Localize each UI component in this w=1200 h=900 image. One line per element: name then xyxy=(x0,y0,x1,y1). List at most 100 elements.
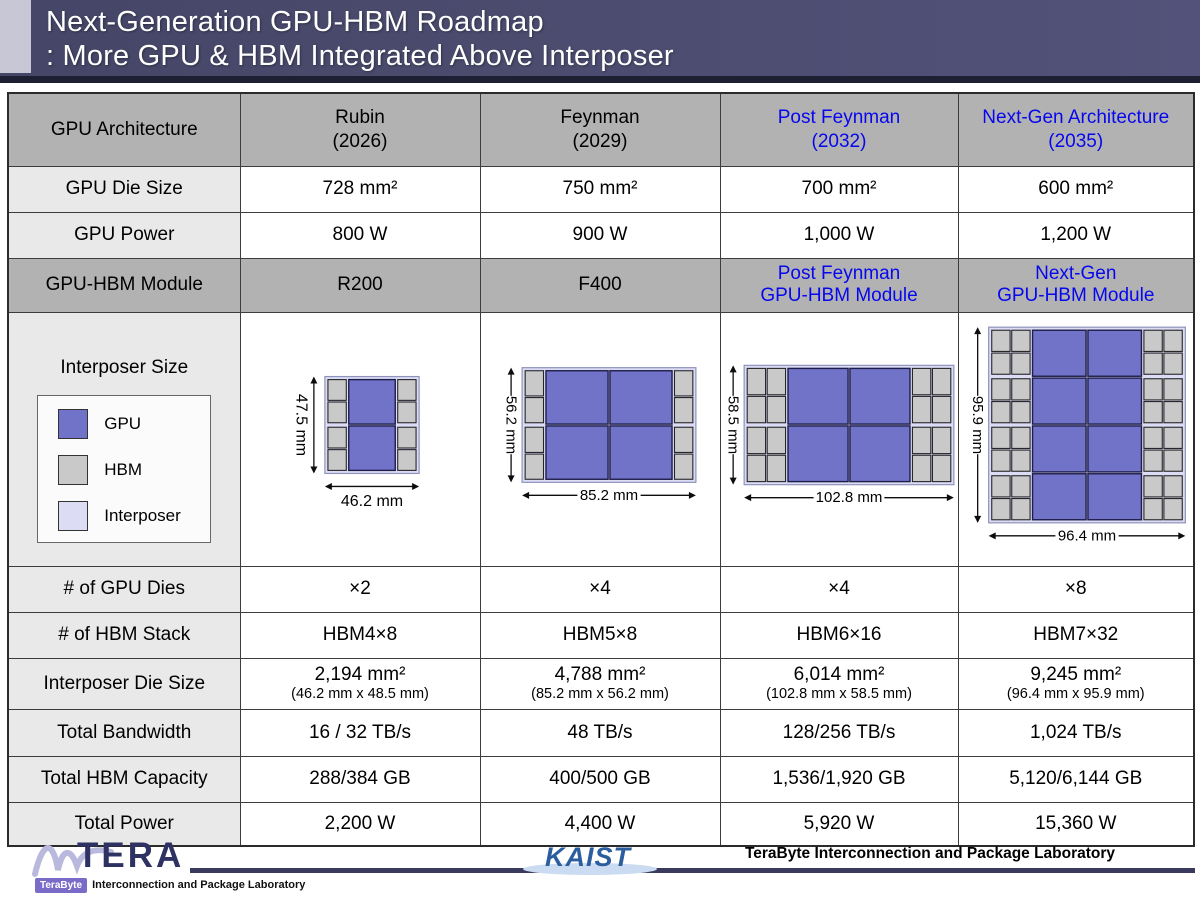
title-bar: Next-Generation GPU-HBM Roadmap : More G… xyxy=(0,0,1200,76)
roadmap-table: GPU Architecture Rubin (2026) Feynman (2… xyxy=(7,92,1195,847)
gpu-swatch xyxy=(58,408,89,439)
cell-hbm-stack-feynman: HBM5×8 xyxy=(479,611,721,659)
module-diagram-feynman: 56.2 mm 85.2 mm xyxy=(483,313,717,565)
cell-ip-die-size-postfeynman: 6,014 mm² (102.8 mm x 58.5 mm) xyxy=(719,657,959,710)
cell-total-power-rubin: 2,200 W xyxy=(239,801,481,847)
cell-gpu-die-size-rubin: 728 mm² xyxy=(239,165,481,213)
row-label-gpu-power: GPU Power xyxy=(7,211,241,259)
cell-module-nextgen: Next-Gen GPU-HBM Module xyxy=(957,257,1195,313)
row-hbm-stack: # of HBM Stack HBM4×8 HBM5×8 HBM6×16 HBM… xyxy=(7,611,1195,659)
row-label-gpu-architecture: GPU Architecture xyxy=(7,92,241,167)
cell-ip-die-size-nextgen: 9,245 mm² (96.4 mm x 95.9 mm) xyxy=(957,657,1195,710)
cell-gpu-dies-nextgen: ×8 xyxy=(957,565,1195,613)
row-gpu-power: GPU Power 800 W 900 W 1,000 W 1,200 W xyxy=(7,211,1195,259)
cell-capacity-rubin: 288/384 GB xyxy=(239,755,481,803)
row-label-interposer-die-size: Interposer Die Size xyxy=(7,657,241,710)
cell-total-power-postfeynman: 5,920 W xyxy=(719,801,959,847)
cell-gpu-power-feynman: 900 W xyxy=(479,211,721,259)
module-diagram-nextgen: 95.9 mm 96.4 mm xyxy=(961,313,1194,565)
cell-gpu-dies-postfeynman: ×4 xyxy=(719,565,959,613)
row-label-total-power: Total Power xyxy=(7,801,241,847)
cell-gpu-power-rubin: 800 W xyxy=(239,211,481,259)
cell-diagram-rubin: 47.5 mm 46.2 mm xyxy=(239,311,481,567)
legend-item-interposer: Interposer xyxy=(38,494,210,538)
row-gpu-architecture: GPU Architecture Rubin (2026) Feynman (2… xyxy=(7,92,1195,167)
tera-logo: TERA TeraByte Interconnection and Package… xyxy=(25,836,385,896)
hbm-swatch xyxy=(58,454,89,485)
cell-capacity-nextgen: 5,120/6,144 GB xyxy=(957,755,1195,803)
tera-wordmark: TERA xyxy=(77,836,185,875)
row-label-interposer-size: Interposer Size xyxy=(60,356,189,378)
cell-total-power-nextgen: 15,360 W xyxy=(957,801,1195,847)
row-label-total-hbm-capacity: Total HBM Capacity xyxy=(7,755,241,803)
legend: GPU HBM Interposer xyxy=(37,394,212,543)
cell-gpu-dies-feynman: ×4 xyxy=(479,565,721,613)
module-diagram-rubin: 47.5 mm 46.2 mm xyxy=(243,313,477,565)
title-accent-strip xyxy=(0,0,31,73)
cell-module-postfeynman: Post Feynman GPU-HBM Module xyxy=(719,257,959,313)
cell-capacity-feynman: 400/500 GB xyxy=(479,755,721,803)
cell-gpu-power-postfeynman: 1,000 W xyxy=(719,211,959,259)
cell-hbm-stack-postfeynman: HBM6×16 xyxy=(719,611,959,659)
cell-total-power-feynman: 4,400 W xyxy=(479,801,721,847)
cell-capacity-postfeynman: 1,536/1,920 GB xyxy=(719,755,959,803)
cell-gpu-die-size-nextgen: 600 mm² xyxy=(957,165,1195,213)
cell-gpu-die-size-postfeynman: 700 mm² xyxy=(719,165,959,213)
slide-title-line1: Next-Generation GPU-HBM Roadmap xyxy=(46,6,544,38)
header-rubin: Rubin (2026) xyxy=(239,92,481,167)
cell-bandwidth-rubin: 16 / 32 TB/s xyxy=(239,708,481,757)
cell-diagram-feynman: 56.2 mm 85.2 mm xyxy=(479,311,721,567)
terabyte-badge: TeraByte xyxy=(35,878,88,893)
row-total-power: Total Power 2,200 W 4,400 W 5,920 W 15,3… xyxy=(7,801,1195,847)
svg-text:58.5 mm: 58.5 mm xyxy=(724,395,741,453)
svg-text:56.2 mm: 56.2 mm xyxy=(503,395,520,453)
module-diagram-postfeynman: 58.5 mm 102.8 mm xyxy=(723,313,957,565)
row-gpu-hbm-module: GPU-HBM Module R200 F400 Post Feynman GP… xyxy=(7,257,1195,313)
title-underline xyxy=(0,76,1200,83)
row-gpu-die-size: GPU Die Size 728 mm² 750 mm² 700 mm² 600… xyxy=(7,165,1195,213)
footer-divider xyxy=(190,868,1195,873)
row-gpu-dies: # of GPU Dies ×2 ×4 ×4 ×8 xyxy=(7,565,1195,613)
cell-gpu-dies-rubin: ×2 xyxy=(239,565,481,613)
svg-text:85.2 mm: 85.2 mm xyxy=(580,486,638,503)
header-feynman: Feynman (2029) xyxy=(479,92,721,167)
cell-diagram-postfeynman: 58.5 mm 102.8 mm xyxy=(719,311,959,567)
kaist-logo: KAIST xyxy=(545,842,631,872)
legend-item-gpu: GPU xyxy=(38,402,210,446)
kaist-ellipse xyxy=(523,863,657,875)
cell-ip-die-size-rubin: 2,194 mm² (46.2 mm x 48.5 mm) xyxy=(239,657,481,710)
row-label-total-bandwidth: Total Bandwidth xyxy=(7,708,241,757)
row-label-gpu-die-size: GPU Die Size xyxy=(7,165,241,213)
cell-ip-die-size-feynman: 4,788 mm² (85.2 mm x 56.2 mm) xyxy=(479,657,721,710)
cell-module-feynman: F400 xyxy=(479,257,721,313)
header-post-feynman: Post Feynman (2032) xyxy=(719,92,959,167)
row-total-bandwidth: Total Bandwidth 16 / 32 TB/s 48 TB/s 128… xyxy=(7,708,1195,757)
cell-bandwidth-nextgen: 1,024 TB/s xyxy=(957,708,1195,757)
legend-item-hbm: HBM xyxy=(38,448,210,492)
row-total-hbm-capacity: Total HBM Capacity 288/384 GB 400/500 GB… xyxy=(7,755,1195,803)
slide-title-line2: : More GPU & HBM Integrated Above Interp… xyxy=(46,40,674,72)
cell-gpu-die-size-feynman: 750 mm² xyxy=(479,165,721,213)
cell-hbm-stack-rubin: HBM4×8 xyxy=(239,611,481,659)
row-label-hbm-stack: # of HBM Stack xyxy=(7,611,241,659)
cell-diagram-nextgen: 95.9 mm 96.4 mm xyxy=(957,311,1195,567)
row-interposer-size: Interposer Size GPU HBM Interposer 47.5 … xyxy=(7,311,1195,567)
header-next-gen: Next-Gen Architecture (2035) xyxy=(957,92,1195,167)
interposer-swatch xyxy=(58,500,89,531)
tera-lab-text: Interconnection and Package Laboratory xyxy=(92,879,306,891)
svg-text:102.8 mm: 102.8 mm xyxy=(815,489,882,506)
row-label-gpu-hbm-module: GPU-HBM Module xyxy=(7,257,241,313)
svg-text:47.5 mm: 47.5 mm xyxy=(292,393,309,455)
cell-module-rubin: R200 xyxy=(239,257,481,313)
svg-text:95.9 mm: 95.9 mm xyxy=(969,395,986,453)
svg-text:96.4 mm: 96.4 mm xyxy=(1057,527,1115,544)
row-label-interposer-size-cell: Interposer Size GPU HBM Interposer xyxy=(7,311,241,567)
svg-text:46.2 mm: 46.2 mm xyxy=(341,492,403,509)
tera-swoosh-icon xyxy=(32,845,114,877)
row-label-gpu-dies: # of GPU Dies xyxy=(7,565,241,613)
cell-bandwidth-feynman: 48 TB/s xyxy=(479,708,721,757)
cell-bandwidth-postfeynman: 128/256 TB/s xyxy=(719,708,959,757)
cell-gpu-power-nextgen: 1,200 W xyxy=(957,211,1195,259)
row-interposer-die-size: Interposer Die Size 2,194 mm² (46.2 mm x… xyxy=(7,657,1195,710)
